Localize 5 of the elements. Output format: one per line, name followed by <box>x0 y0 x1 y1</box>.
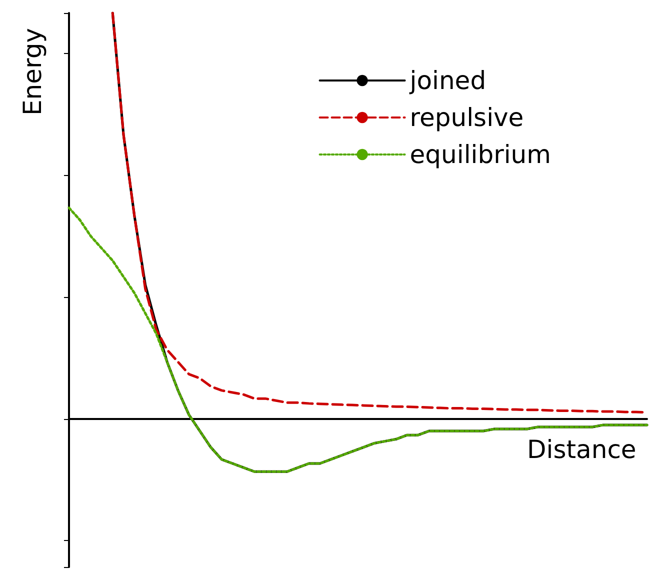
legend-label: equilibrium <box>410 140 552 169</box>
legend-label: repulsive <box>410 103 524 132</box>
y-axis-title: Energy <box>18 28 47 116</box>
legend-label: joined <box>408 66 486 95</box>
x-axis-title: Distance <box>527 434 636 464</box>
